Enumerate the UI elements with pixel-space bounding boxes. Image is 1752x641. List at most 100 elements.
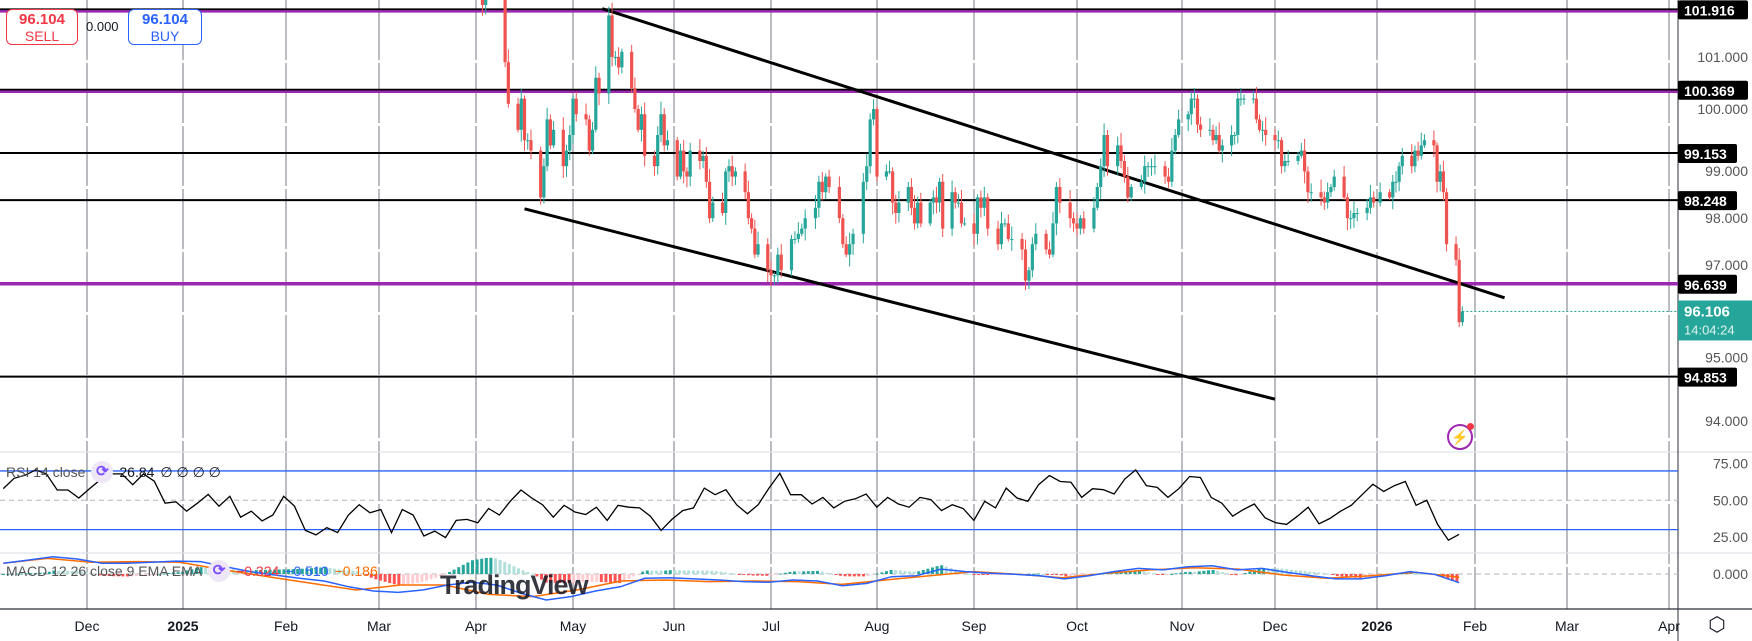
macd-histogram-bar (981, 574, 985, 576)
macd-histogram-bar (388, 574, 392, 584)
macd-legend[interactable]: MACD 12 26 close 9 EMA EMA ⟳ −0.324 −0.5… (6, 560, 378, 582)
cycle-icon[interactable]: ⟳ (208, 560, 231, 582)
candle-body (656, 135, 660, 167)
candle-body (1195, 98, 1200, 125)
candle-body (1444, 192, 1449, 245)
macd-histogram-bar (701, 570, 704, 574)
macd-histogram-bar (1340, 574, 1344, 577)
macd-histogram-bar (158, 573, 162, 575)
candle-body (934, 197, 939, 203)
candle-body (1276, 140, 1280, 142)
candle-body (659, 114, 663, 135)
candle-body (1391, 181, 1395, 198)
sell-button[interactable]: 96.104 SELL (6, 9, 78, 45)
macd-histogram-bar (871, 574, 875, 575)
price-axis[interactable]: 101.000 100.000 99.000 98.000 97.000 95.000 94… (1678, 0, 1752, 582)
macd-histogram-bar (443, 574, 447, 575)
candle-body (1322, 197, 1326, 203)
candle-body (1102, 135, 1106, 167)
rsi-title: RSI 14 close (6, 464, 86, 480)
macd-histogram-bar (678, 570, 681, 574)
macd-histogram-bar (15, 573, 19, 575)
candle-body (1342, 176, 1346, 198)
macd-histogram-bar (517, 568, 520, 574)
macd-histogram-bar (392, 574, 396, 585)
notification-dot (1467, 423, 1474, 430)
axis-tick-label: 100.000 (1697, 101, 1748, 117)
macd-histogram-bar (774, 574, 778, 575)
candle-body (542, 166, 546, 198)
macd-histogram-bar (406, 574, 410, 585)
candle-body (1283, 161, 1287, 167)
candle-body (756, 244, 760, 255)
candle-body (1454, 244, 1458, 260)
rsi-legend[interactable]: RSI 14 close ⟳ 26.84 ∅ ∅ ∅ ∅ (6, 461, 221, 483)
buy-price: 96.104 (142, 11, 188, 28)
sell-price: 96.104 (19, 11, 65, 28)
macd-histogram-bar (425, 574, 428, 581)
macd-histogram-bar (461, 564, 465, 574)
tradingview-logo[interactable]: TradingView (440, 570, 589, 600)
candle-body (1236, 98, 1240, 135)
time-axis[interactable]: Dec 2025 Feb Mar Apr May Jun Jul Aug Sep Oct Nov Dec… (75, 618, 1681, 634)
macd-histogram-bar (273, 569, 277, 574)
candle-body (1457, 259, 1461, 323)
candle-body (1047, 249, 1052, 255)
macd-histogram-bar (1073, 574, 1077, 576)
macd-histogram-bar (1312, 572, 1316, 574)
candle-body (529, 140, 533, 151)
candle-body (1264, 129, 1268, 135)
candle-body (1092, 207, 1096, 229)
time-axis-label: Sep (962, 618, 987, 634)
candle-body (1251, 98, 1255, 100)
candle-body (931, 197, 935, 203)
macd-histogram-bar (305, 568, 309, 574)
candle-body (1186, 114, 1190, 120)
macd-histogram-bar (747, 574, 750, 576)
macd-histogram-bar (89, 572, 93, 574)
axis-tick-label: 97.000 (1705, 257, 1748, 273)
macd-histogram-bar (1069, 574, 1072, 576)
candle-body (1058, 187, 1062, 203)
candle-body (1416, 150, 1420, 156)
macd-histogram-bar (1142, 571, 1146, 574)
candle-body (999, 223, 1004, 245)
macd-histogram-bar (1, 574, 5, 575)
macd-histogram-bar (149, 574, 152, 575)
macd-histogram-bar (668, 570, 672, 574)
candle-body (1214, 135, 1218, 141)
macd-histogram-bar (967, 573, 971, 575)
buy-button[interactable]: 96.104 BUY (128, 9, 202, 45)
macd-histogram-bar (328, 568, 332, 574)
macd-histogram-bar (926, 568, 930, 574)
candle-body (928, 202, 932, 224)
macd-histogram-bar (691, 570, 695, 574)
candle-body (1105, 135, 1110, 167)
candle-body (950, 192, 954, 229)
hexagon-settings-icon[interactable]: ⬡ (1708, 614, 1726, 636)
macd-histogram-bar (986, 574, 990, 576)
candle-body (1388, 192, 1392, 198)
candle-body (506, 62, 510, 104)
time-axis-label: Mar (367, 618, 391, 634)
candle-body (1326, 192, 1330, 203)
macd-histogram-bar (466, 562, 470, 574)
macd-histogram-bar (300, 568, 304, 574)
cycle-icon[interactable]: ⟳ (91, 461, 114, 483)
macd-histogram-bar (590, 574, 594, 582)
macd-histogram-bar (857, 574, 861, 577)
candle-body (707, 181, 712, 219)
macd-histogram-bar (1230, 574, 1233, 575)
macd-histogram-bar (480, 558, 484, 574)
candle-body (743, 171, 747, 193)
lightning-icon[interactable]: ⚡ (1447, 423, 1474, 450)
candle-body (868, 119, 872, 167)
macd-histogram-bar (75, 570, 79, 574)
time-axis-label: Aug (865, 618, 890, 634)
macd-histogram-bar (337, 569, 341, 574)
candle-body (1432, 140, 1436, 146)
candle-body (1435, 145, 1439, 182)
candle-body (1020, 239, 1024, 250)
candle-body (701, 155, 705, 161)
